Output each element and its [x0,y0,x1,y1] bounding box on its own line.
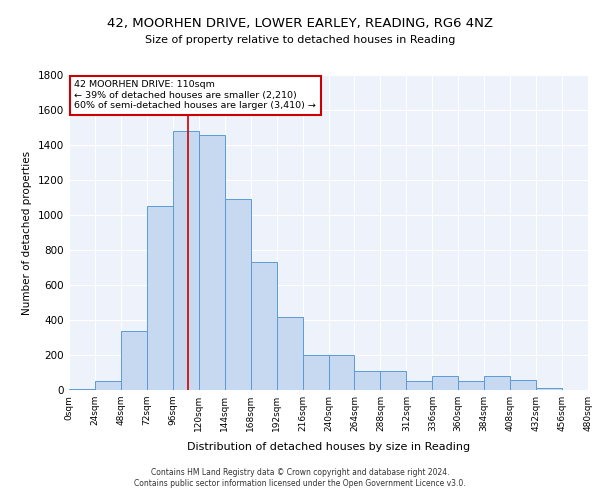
Bar [380,371,406,390]
Text: 42 MOORHEN DRIVE: 110sqm
← 39% of detached houses are smaller (2,210)
60% of sem: 42 MOORHEN DRIVE: 110sqm ← 39% of detach… [74,80,316,110]
Text: 42, MOORHEN DRIVE, LOWER EARLEY, READING, RG6 4NZ: 42, MOORHEN DRIVE, LOWER EARLEY, READING… [107,18,493,30]
Bar [302,355,329,390]
Bar [458,381,484,390]
Bar [199,134,224,390]
Bar [69,389,95,390]
Bar [510,380,536,390]
Bar [173,131,199,390]
Bar [95,381,121,390]
Bar [484,376,510,390]
Bar [329,355,355,390]
Bar [536,388,562,390]
X-axis label: Distribution of detached houses by size in Reading: Distribution of detached houses by size … [187,442,470,452]
Bar [251,262,277,390]
Text: Contains HM Land Registry data © Crown copyright and database right 2024.
Contai: Contains HM Land Registry data © Crown c… [134,468,466,487]
Bar [406,381,432,390]
Text: Size of property relative to detached houses in Reading: Size of property relative to detached ho… [145,35,455,45]
Bar [432,376,458,390]
Bar [225,199,251,390]
Bar [277,316,302,390]
Bar [147,206,173,390]
Bar [121,330,147,390]
Bar [355,371,380,390]
Y-axis label: Number of detached properties: Number of detached properties [22,150,32,314]
